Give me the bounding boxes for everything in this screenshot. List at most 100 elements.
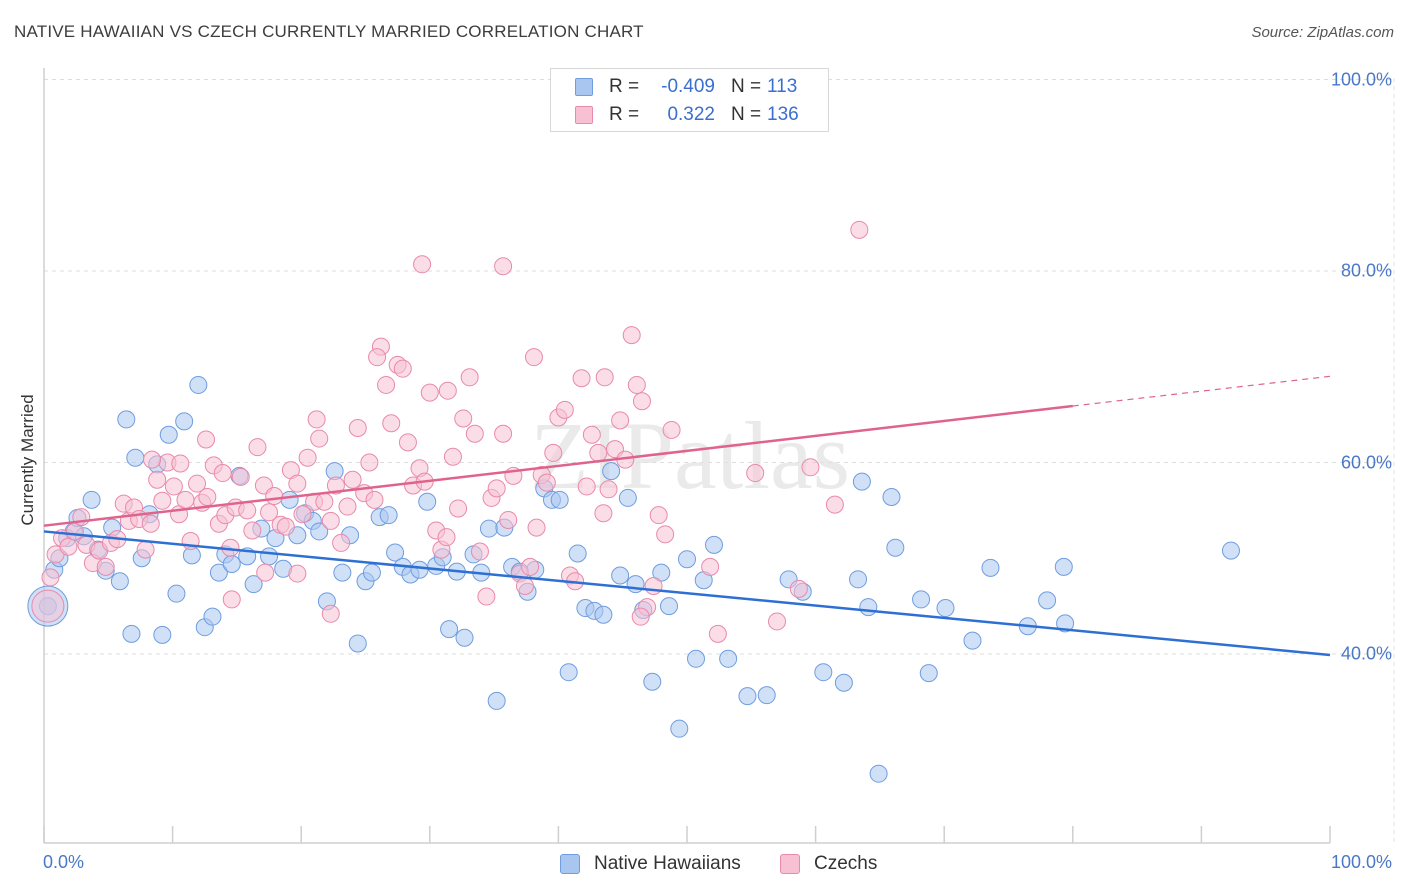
data-point xyxy=(197,430,216,449)
data-point xyxy=(410,560,429,579)
data-point xyxy=(310,429,329,448)
data-point xyxy=(288,564,307,583)
data-point xyxy=(260,503,279,522)
data-point xyxy=(159,425,178,444)
y-tick-label: 100.0% xyxy=(1330,69,1392,89)
data-point xyxy=(365,490,384,509)
data-point xyxy=(248,438,267,457)
n-label: N = xyxy=(731,104,762,125)
n-value: 113 xyxy=(767,76,798,97)
data-point xyxy=(222,590,241,609)
data-point xyxy=(209,563,228,582)
data-point xyxy=(141,514,160,533)
n-label: N = xyxy=(731,76,762,97)
data-point xyxy=(386,543,405,562)
data-point xyxy=(418,492,437,511)
data-point xyxy=(550,490,569,509)
data-point xyxy=(348,634,367,653)
data-point xyxy=(213,464,232,483)
data-point xyxy=(521,557,540,576)
data-point xyxy=(437,528,456,547)
watermark: ZIPatlas xyxy=(530,402,850,509)
data-point xyxy=(243,521,262,540)
y-tick-label: 40.0% xyxy=(1340,643,1392,664)
data-point xyxy=(582,425,601,444)
data-point xyxy=(440,620,459,639)
data-point xyxy=(413,255,432,274)
data-point xyxy=(594,605,613,624)
data-point xyxy=(487,691,506,710)
data-point xyxy=(260,547,279,566)
data-point xyxy=(882,487,901,506)
data-point xyxy=(632,392,651,411)
data-point xyxy=(175,412,194,431)
data-point xyxy=(825,495,844,514)
data-point xyxy=(343,470,362,489)
data-point xyxy=(348,419,367,438)
legend-label: Czechs xyxy=(814,853,878,874)
data-point xyxy=(499,510,518,529)
data-point xyxy=(719,649,738,668)
data-point xyxy=(310,522,329,541)
data-point xyxy=(544,443,563,462)
data-point xyxy=(265,487,284,506)
y-tick-label: 80.0% xyxy=(1340,260,1392,281)
data-point xyxy=(768,612,787,631)
source-label: Source: ZipAtlas.com xyxy=(1251,24,1394,41)
data-point xyxy=(602,462,621,481)
r-label: R = xyxy=(609,104,640,125)
data-point xyxy=(288,474,307,493)
data-point xyxy=(1056,614,1075,633)
data-point xyxy=(59,537,78,556)
data-point xyxy=(379,506,398,525)
data-point xyxy=(117,410,136,429)
data-point xyxy=(143,450,162,469)
data-point xyxy=(568,544,587,563)
data-point xyxy=(338,497,357,516)
data-point xyxy=(244,575,263,594)
data-point xyxy=(455,628,474,647)
data-point xyxy=(321,604,340,623)
data-point xyxy=(599,480,618,499)
series-czechs xyxy=(31,220,869,643)
data-point xyxy=(293,505,312,524)
data-point xyxy=(164,477,183,496)
trend-line xyxy=(43,530,1331,657)
data-point xyxy=(652,563,671,582)
n-value: 136 xyxy=(767,104,799,125)
data-point xyxy=(618,488,637,507)
data-point xyxy=(981,558,1000,577)
data-point xyxy=(701,557,720,576)
data-point xyxy=(438,381,457,400)
data-point xyxy=(577,477,596,496)
data-point xyxy=(1038,591,1057,610)
trend-line xyxy=(43,404,1073,527)
data-point xyxy=(849,570,868,589)
data-point xyxy=(834,673,853,692)
data-point xyxy=(611,566,630,585)
data-point xyxy=(746,464,765,483)
data-point xyxy=(188,474,207,493)
data-point xyxy=(659,597,678,616)
data-point xyxy=(377,375,396,394)
data-point xyxy=(315,492,334,511)
data-point xyxy=(136,540,155,559)
data-point xyxy=(368,348,387,367)
data-point xyxy=(662,420,681,439)
data-point xyxy=(479,519,498,538)
axes xyxy=(43,68,1331,844)
data-point xyxy=(321,511,340,530)
data-point xyxy=(705,535,724,554)
x-tick-label-start: 0.0% xyxy=(43,852,85,872)
data-point xyxy=(393,359,412,378)
data-point xyxy=(494,424,513,443)
data-point xyxy=(122,624,141,643)
data-point xyxy=(708,624,727,643)
data-point xyxy=(153,491,172,510)
legend-swatch-czechs xyxy=(780,854,800,874)
data-point xyxy=(443,447,462,466)
data-point xyxy=(595,368,614,387)
data-point xyxy=(189,375,208,394)
data-point xyxy=(465,424,484,443)
data-point xyxy=(678,550,696,569)
